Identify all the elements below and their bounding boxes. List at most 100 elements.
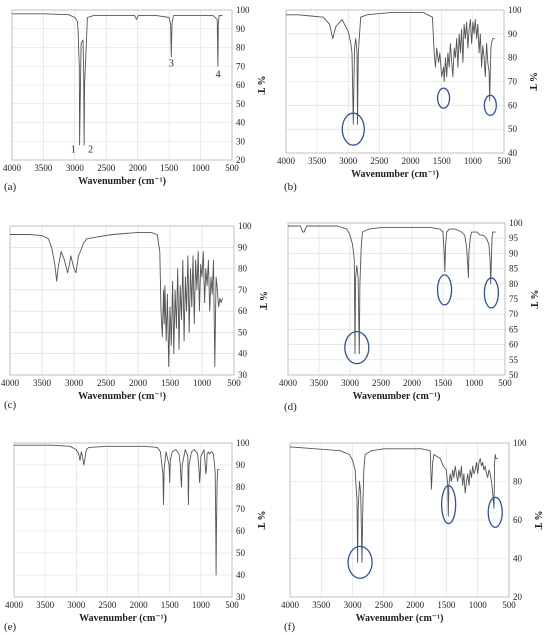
y-tick-label: 65 [509,324,519,334]
y-tick-label: 90 [508,29,518,39]
x-tick-label: 4000 [281,600,300,610]
y-tick-label: 30 [236,136,246,146]
panel-label: (c) [4,399,17,411]
x-tick-label: 4000 [279,378,298,388]
x-tick-label: 2000 [130,600,149,610]
x-tick-label: 1000 [193,378,212,388]
panel-label: (a) [4,181,17,193]
y-tick-label: 20 [236,155,246,165]
x-tick-label: 3000 [67,600,86,610]
x-tick-label: 2500 [97,378,116,388]
x-tick-label: 3000 [66,163,85,173]
y-tick-label: 40 [508,148,518,158]
x-tick-label: 1500 [434,378,453,388]
y-tick-label: 55 [509,355,519,365]
spectrum-line [12,13,223,146]
x-tick-label: 2500 [98,600,117,610]
x-tick-label: 3500 [312,600,331,610]
spectrum-line [286,11,495,125]
x-tick-label: 3500 [34,163,53,173]
plot-frame [289,442,510,598]
y-tick-label: 90 [238,242,248,252]
spectrum-line [10,231,223,367]
y-tick-label: 70 [236,61,246,71]
y-tick-label: 90 [236,24,246,34]
x-axis-label: Wavenumber (cm⁻¹) [356,613,444,624]
panel-label: (f) [284,621,295,633]
panel-label: (b) [284,181,297,193]
y-tick-label: 80 [236,482,246,492]
x-tick-label: 1500 [433,156,452,166]
x-tick-label: 3500 [310,378,329,388]
y-tick-label: 60 [236,526,246,536]
x-tick-label: 3000 [339,156,358,166]
y-axis-label: % T [257,291,268,310]
y-tick-label: 50 [238,327,248,337]
y-tick-label: 70 [509,309,519,319]
y-tick-label: 95 [509,233,519,243]
x-tick-label: 3500 [308,156,327,166]
y-tick-label: 60 [509,340,519,350]
y-axis-label: % T [532,511,543,530]
y-tick-label: 80 [238,264,248,274]
y-tick-label: 80 [509,279,519,289]
x-tick-label: 500 [502,600,516,610]
x-tick-label: 4000 [3,163,22,173]
spectrum-line [14,444,220,576]
y-tick-label: 30 [238,370,248,380]
plot-frame [287,222,506,376]
peak-highlight-circle [487,496,503,528]
y-tick-label: 60 [236,80,246,90]
x-tick-label: 500 [497,156,511,166]
y-tick-label: 85 [509,264,519,274]
y-tick-label: 70 [238,285,248,295]
x-tick-label: 500 [225,600,239,610]
x-tick-label: 2500 [372,378,391,388]
x-tick-label: 2500 [375,600,394,610]
x-tick-label: 2500 [97,163,116,173]
y-tick-label: 60 [508,100,518,110]
y-tick-label: 80 [508,53,518,63]
peak-annotation: 2 [88,145,93,156]
x-tick-label: 1000 [469,600,488,610]
spectrum-line [288,225,496,355]
y-tick-label: 100 [513,438,527,448]
x-tick-label: 3000 [344,600,363,610]
y-tick-label: 70 [508,77,518,87]
y-tick-label: 40 [236,570,246,580]
y-axis-label: % T [255,76,266,95]
y-axis-label: % T [255,511,266,530]
y-tick-label: 100 [508,5,522,15]
y-tick-label: 75 [509,294,519,304]
peak-highlight-circle [440,484,457,525]
x-tick-label: 1500 [161,600,180,610]
y-tick-label: 30 [236,592,246,602]
peak-highlight-circle [436,274,453,306]
x-tick-label: 3000 [341,378,360,388]
plot-frame [9,225,235,376]
y-tick-label: 90 [236,460,246,470]
x-tick-label: 1000 [192,600,211,610]
peak-highlight-circle [341,112,365,146]
y-axis-label: % T [527,72,538,91]
x-axis-label: Wavenumber (cm⁻¹) [78,176,166,187]
y-tick-label: 50 [508,124,518,134]
y-tick-label: 80 [236,43,246,53]
plot-frame [11,9,233,161]
plot-frame [285,9,505,154]
x-tick-label: 4000 [1,378,20,388]
x-axis-label: Wavenumber (cm⁻¹) [79,613,167,624]
plot-frame [13,442,233,598]
peak-annotation: 3 [169,58,174,69]
x-tick-label: 3500 [33,378,52,388]
y-tick-label: 50 [236,99,246,109]
y-tick-label: 60 [238,306,248,316]
x-tick-label: 1500 [160,163,179,173]
x-tick-label: 1500 [437,600,456,610]
